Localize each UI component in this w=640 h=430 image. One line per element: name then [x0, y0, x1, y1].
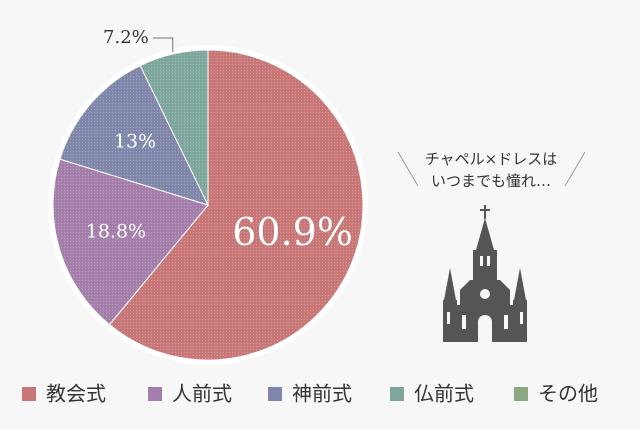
legend-label: 教会式 — [46, 382, 106, 406]
legend-label: 仏前式 — [414, 382, 474, 406]
data-label: 60.9% — [232, 210, 353, 254]
pie: 60.9% 18.8% 13% 7.2% — [52, 27, 364, 361]
data-label: 7.2% — [103, 27, 149, 48]
legend: 教会式 人前式 神前式 仏前式 その他 — [22, 382, 598, 406]
slice-texture — [52, 159, 208, 325]
legend-label: 人前式 — [172, 382, 232, 406]
data-label: 13% — [114, 130, 156, 152]
slice-texture — [109, 50, 364, 360]
slice-texture — [59, 65, 208, 205]
legend-label: 神前式 — [292, 382, 352, 406]
annotation: チャペル×ドレスは いつまでも憧れ… — [397, 150, 586, 190]
leader-line — [152, 37, 174, 53]
annotation-text: いつまでも憧れ… — [431, 172, 551, 190]
data-label: 18.8% — [86, 221, 146, 243]
legend-swatch — [148, 387, 162, 401]
legend-swatch — [514, 387, 528, 401]
legend-swatch — [22, 387, 36, 401]
annotation-text: チャペル×ドレスは — [425, 150, 557, 168]
slice-texture — [140, 50, 208, 205]
legend-swatch — [268, 387, 282, 401]
church-icon — [443, 205, 527, 342]
deco-line — [397, 151, 419, 187]
legend-swatch — [390, 387, 404, 401]
deco-line — [564, 151, 586, 187]
legend-label: その他 — [538, 382, 598, 406]
